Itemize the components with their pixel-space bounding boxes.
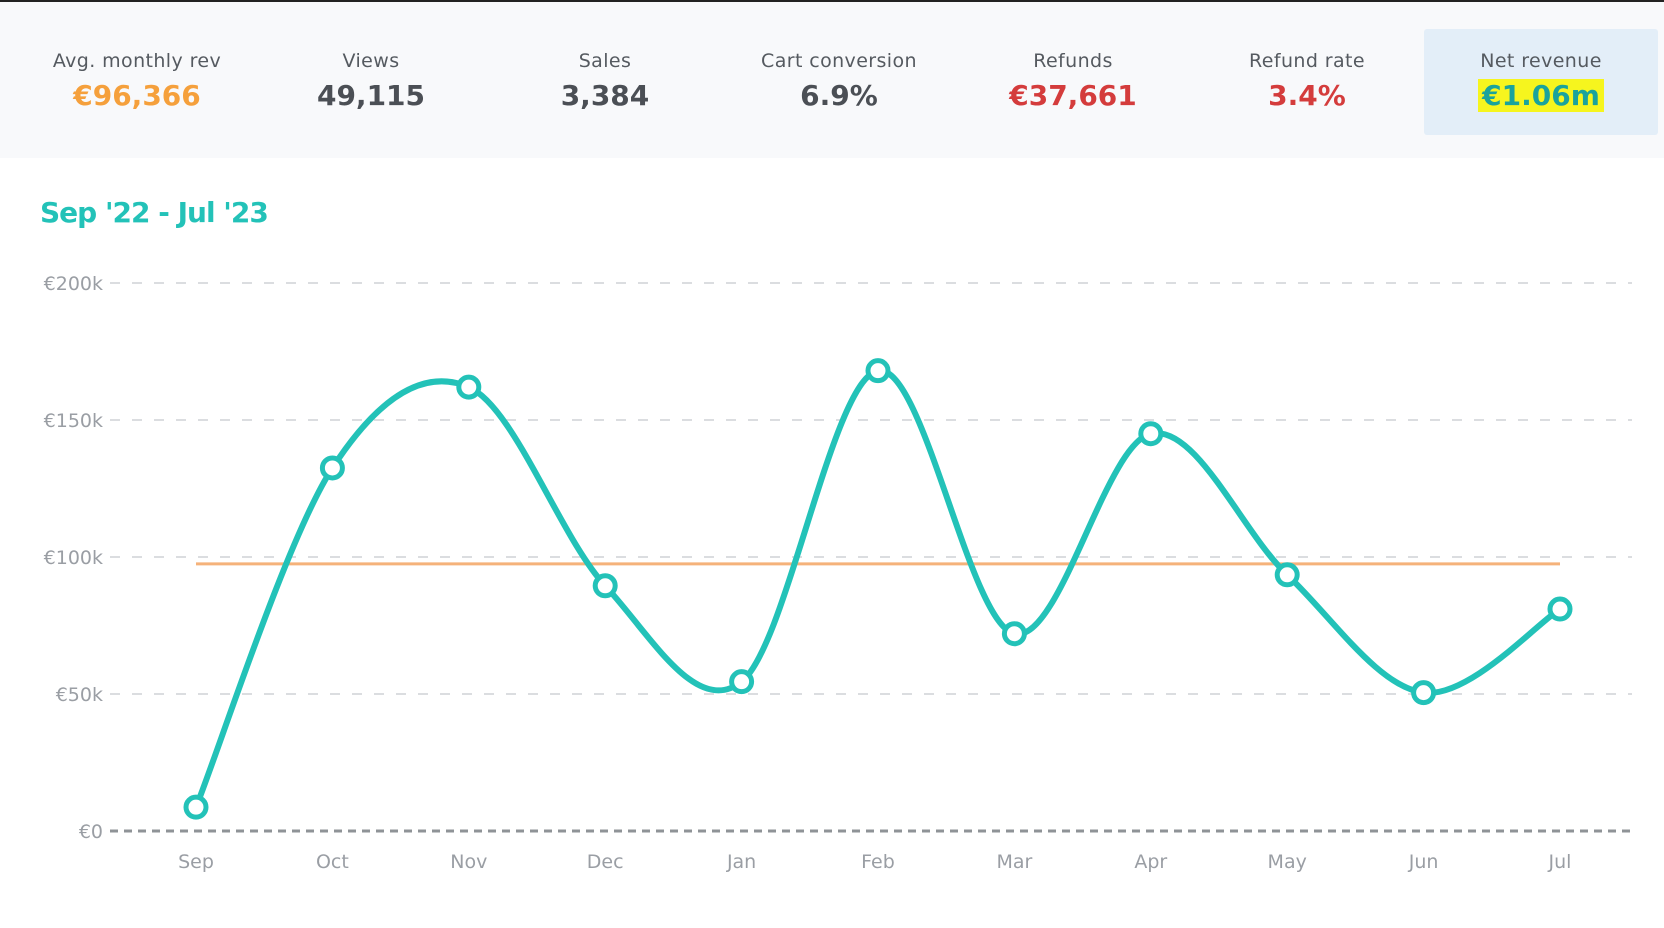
x-tick-label: Oct — [316, 851, 349, 873]
data-point-dec — [592, 573, 618, 599]
x-tick-label: May — [1268, 851, 1307, 873]
stat-label: Refund rate — [1249, 50, 1365, 72]
x-tick-label: Jan — [726, 851, 756, 873]
stat-value: €37,661 — [1009, 79, 1137, 112]
data-point-feb — [865, 358, 891, 384]
x-tick-label: Jun — [1408, 851, 1439, 873]
y-tick-label: €200k — [44, 273, 103, 295]
stat-label: Refunds — [1033, 50, 1113, 72]
stats-bar: Avg. monthly rev €96,366 Views 49,115 Sa… — [0, 2, 1664, 158]
stat-cart-conversion[interactable]: Cart conversion 6.9% — [722, 2, 956, 158]
stat-value: 49,115 — [316, 79, 426, 112]
stat-refunds[interactable]: Refunds €37,661 — [956, 2, 1190, 158]
data-point-jan — [729, 669, 755, 695]
stat-label: Net revenue — [1480, 50, 1602, 72]
data-point-jun — [1411, 680, 1437, 706]
y-tick-label: €50k — [56, 684, 103, 706]
stat-value: €1.06m — [1424, 78, 1658, 114]
top-border — [0, 0, 1664, 2]
stat-value: €96,366 — [73, 79, 201, 112]
x-tick-label: Sep — [178, 851, 214, 873]
data-point-nov — [456, 374, 482, 400]
x-tick-label: Apr — [1134, 851, 1167, 873]
stat-value: 3.4% — [1268, 79, 1346, 112]
stat-refund-rate[interactable]: Refund rate 3.4% — [1190, 2, 1424, 158]
data-point-apr — [1138, 421, 1164, 447]
stat-label: Avg. monthly rev — [52, 50, 222, 72]
data-point-sep — [183, 794, 209, 820]
highlighted-value: €1.06m — [1478, 79, 1604, 112]
stat-label: Views — [342, 50, 400, 72]
data-point-jul — [1547, 596, 1573, 622]
x-tick-label: Mar — [996, 851, 1032, 873]
stat-avg-monthly-rev[interactable]: Avg. monthly rev €96,366 — [20, 2, 254, 158]
data-point-may — [1274, 562, 1300, 588]
y-tick-label: €100k — [44, 547, 103, 569]
stat-label: Cart conversion — [761, 50, 917, 72]
x-tick-label: Dec — [587, 851, 624, 873]
revenue-series-line — [193, 367, 1563, 811]
stat-value: 3,384 — [560, 79, 650, 112]
stat-sales[interactable]: Sales 3,384 — [488, 2, 722, 158]
x-tick-label: Jul — [1548, 851, 1572, 873]
y-tick-label: €0 — [79, 821, 103, 843]
x-tick-label: Nov — [450, 851, 487, 873]
data-point-mar — [1001, 621, 1027, 647]
data-point-oct — [319, 455, 345, 481]
stat-net-revenue[interactable]: Net revenue €1.06m — [1416, 2, 1658, 158]
stat-label: Sales — [578, 50, 632, 72]
stat-value: 6.9% — [800, 79, 878, 112]
x-tick-label: Feb — [861, 851, 895, 873]
chart-title: Sep '22 - Jul '23 — [40, 196, 269, 229]
stat-views[interactable]: Views 49,115 — [254, 2, 488, 158]
y-tick-label: €150k — [44, 410, 103, 432]
